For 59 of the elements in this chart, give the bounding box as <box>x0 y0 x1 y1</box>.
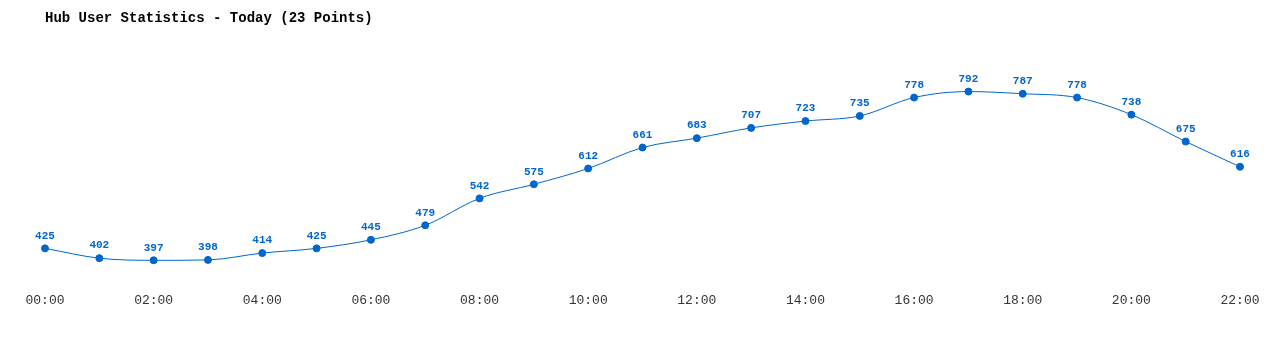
data-label: 414 <box>252 234 273 247</box>
data-label: 616 <box>1230 148 1250 161</box>
x-tick-label: 08:00 <box>460 292 500 308</box>
data-label: 723 <box>795 102 816 115</box>
point <box>910 93 919 102</box>
data-label: 575 <box>523 165 545 178</box>
point <box>692 134 701 143</box>
data-label: 661 <box>632 128 653 141</box>
point <box>584 164 593 173</box>
point <box>638 143 647 152</box>
point <box>1181 137 1190 146</box>
data-label: 397 <box>143 241 164 254</box>
data-label: 792 <box>958 72 979 85</box>
x-tick-label: 16:00 <box>894 292 934 308</box>
point <box>475 194 484 203</box>
data-label: 778 <box>1067 78 1088 91</box>
x-tick-label: 18:00 <box>1003 292 1043 308</box>
data-label: 738 <box>1121 95 1142 108</box>
data-label: 683 <box>686 119 708 132</box>
point <box>149 256 158 265</box>
x-tick-label: 02:00 <box>134 292 174 308</box>
data-label: 707 <box>741 109 762 122</box>
data-label: 445 <box>361 221 382 234</box>
data-label: 735 <box>849 97 871 110</box>
data-label: 787 <box>1012 74 1033 87</box>
data-label: 402 <box>89 239 110 252</box>
point <box>1127 110 1136 119</box>
point <box>1018 89 1027 98</box>
point <box>203 255 212 264</box>
data-label: 479 <box>415 206 436 219</box>
point <box>421 221 430 230</box>
point <box>1073 93 1082 102</box>
data-label: 612 <box>578 149 599 162</box>
x-tick-label: 10:00 <box>568 292 608 308</box>
data-label: 425 <box>306 229 327 242</box>
point <box>801 117 810 126</box>
data-label: 425 <box>35 229 56 242</box>
x-tick-label: 00:00 <box>25 292 65 308</box>
chart-title: Hub User Statistics - Today (23 Points) <box>45 9 373 26</box>
data-label: 542 <box>469 179 490 192</box>
point <box>366 235 375 244</box>
x-tick-label: 14:00 <box>785 292 825 308</box>
point <box>747 123 756 132</box>
x-tick-label: 06:00 <box>351 292 391 308</box>
x-tick-label: 22:00 <box>1220 292 1260 308</box>
x-tick-label: 20:00 <box>1111 292 1151 308</box>
point <box>312 244 321 253</box>
point <box>95 254 104 263</box>
data-label: 778 <box>904 78 925 91</box>
point <box>1236 162 1244 171</box>
x-tick-label: 04:00 <box>242 292 282 308</box>
point <box>41 244 49 253</box>
point <box>964 87 973 96</box>
data-label: 398 <box>198 241 219 254</box>
data-label: 675 <box>1175 122 1196 135</box>
point <box>258 249 267 258</box>
point <box>529 180 538 189</box>
x-tick-label: 12:00 <box>677 292 717 308</box>
point <box>855 111 864 120</box>
